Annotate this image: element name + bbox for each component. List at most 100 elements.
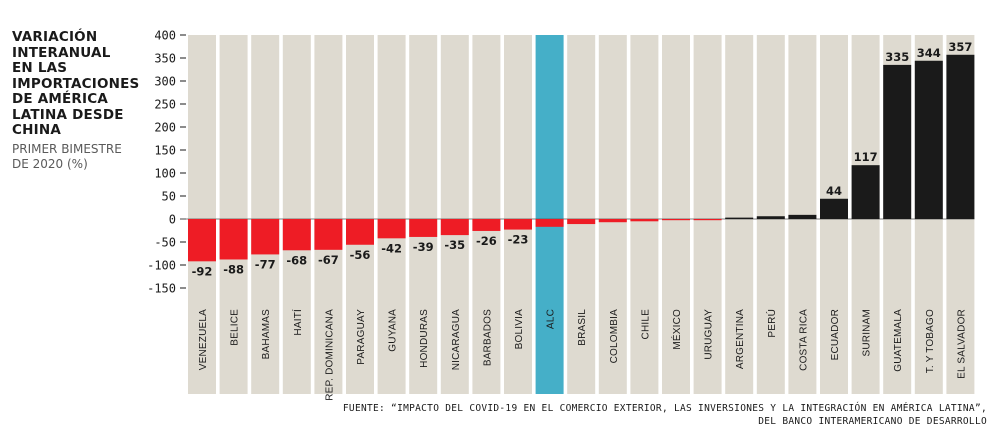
data-label: 44 (826, 184, 842, 198)
category-label: COLOMBIA (609, 309, 620, 364)
y-tick-label: 150 (154, 144, 176, 158)
source-line-1: FUENTE: “IMPACTO DEL COVID-19 EN EL COME… (342, 403, 987, 414)
column-background (693, 35, 722, 394)
column-background (662, 35, 690, 394)
category-label: PERÚ (765, 309, 778, 338)
column-background (188, 35, 216, 394)
data-label: -77 (255, 257, 276, 271)
column-background (504, 35, 532, 394)
category-label: VENEZUELA (198, 309, 209, 370)
bar (820, 198, 848, 219)
column-background (567, 35, 596, 394)
category-label: HAITÍ (291, 309, 304, 336)
bar (567, 219, 596, 225)
bar (472, 219, 501, 231)
column-background (440, 35, 469, 394)
bar (409, 219, 438, 237)
y-tick-label: -100 (147, 259, 176, 273)
bar (219, 219, 248, 260)
column-background (282, 35, 311, 394)
data-label: -23 (508, 233, 529, 247)
column-background (535, 35, 564, 394)
bar (377, 219, 406, 239)
data-label: -26 (476, 234, 497, 248)
category-label: CHILE (640, 309, 651, 340)
data-label: -88 (223, 262, 244, 276)
bar (851, 165, 880, 219)
y-tick-label: 50 (162, 190, 176, 204)
bar (598, 219, 627, 223)
bar (314, 219, 343, 250)
y-tick-label: -150 (147, 282, 176, 296)
bar (346, 219, 374, 245)
data-label: 344 (917, 46, 941, 60)
column-background (598, 35, 627, 394)
category-label: BAHAMAS (261, 309, 272, 359)
category-label: MÉXICO (670, 309, 683, 350)
bar (946, 54, 975, 219)
y-tick-label: 0 (169, 213, 176, 227)
data-label: 357 (948, 40, 972, 54)
column-background (630, 35, 659, 394)
y-tick-label: 250 (154, 98, 176, 112)
y-tick-label: 350 (154, 52, 176, 66)
category-label: NICARAGUA (451, 309, 462, 370)
y-tick-label: 100 (154, 167, 176, 181)
category-label: T. Y TOBAGO (925, 309, 936, 373)
column-background (472, 35, 501, 394)
category-label: REP. DOMINICANA (324, 309, 335, 401)
category-label: BARBADOS (482, 309, 493, 366)
bar (788, 214, 817, 219)
y-tick-label: -50 (154, 236, 176, 250)
category-label: URUGUAY (704, 309, 715, 360)
bar (725, 217, 754, 219)
bar (251, 219, 280, 255)
bar (756, 216, 785, 219)
column-background (251, 35, 280, 394)
category-label: ALC (546, 309, 557, 329)
category-label: COSTA RICA (798, 309, 809, 371)
bar (630, 219, 659, 222)
data-label: -42 (381, 241, 402, 255)
y-tick-label: 200 (154, 121, 176, 135)
source-line-2: DEL BANCO INTERAMERICANO DE DESARROLLO (758, 416, 987, 427)
data-label: 117 (854, 150, 878, 164)
bar (282, 219, 311, 251)
category-label: ARGENTINA (735, 309, 746, 369)
data-label: -35 (444, 238, 465, 252)
data-label: -67 (318, 253, 339, 267)
column-background (409, 35, 438, 394)
bar (188, 219, 216, 262)
bar (662, 219, 690, 221)
column-background (314, 35, 343, 394)
category-label: GUATEMALA (893, 309, 904, 372)
category-label: SURINAM (862, 309, 873, 357)
category-label: BOLIVIA (514, 309, 525, 349)
data-label: 335 (885, 50, 909, 64)
data-label: -68 (286, 253, 307, 267)
source-note: FUENTE: “IMPACTO DEL COVID-19 EN EL COME… (343, 402, 987, 428)
bar-highlight (535, 219, 564, 227)
category-label: ECUADOR (830, 309, 841, 360)
bar (693, 219, 722, 221)
chart-subtitle: PRIMER BIMESTRE DE 2020 (%) (12, 141, 122, 172)
data-label: -39 (413, 240, 434, 254)
column-background (346, 35, 374, 394)
y-tick-label: 300 (154, 75, 176, 89)
column-background (377, 35, 406, 394)
y-tick-label: 400 (154, 29, 176, 43)
category-label: BELICE (230, 309, 241, 346)
category-label: HONDURAS (419, 309, 430, 368)
bar (883, 64, 912, 220)
data-label: -56 (350, 248, 371, 262)
title-block: VARIACIÓN INTERANUAL EN LAS IMPORTACIONE… (12, 29, 172, 173)
column-background (219, 35, 248, 394)
chart-title: VARIACIÓN INTERANUAL EN LAS IMPORTACIONE… (12, 29, 140, 138)
bar (440, 219, 469, 236)
column-background (756, 35, 785, 394)
data-label: -92 (192, 264, 213, 278)
category-label: PARAGUAY (356, 309, 367, 365)
column-background (725, 35, 754, 394)
column-background (788, 35, 817, 394)
